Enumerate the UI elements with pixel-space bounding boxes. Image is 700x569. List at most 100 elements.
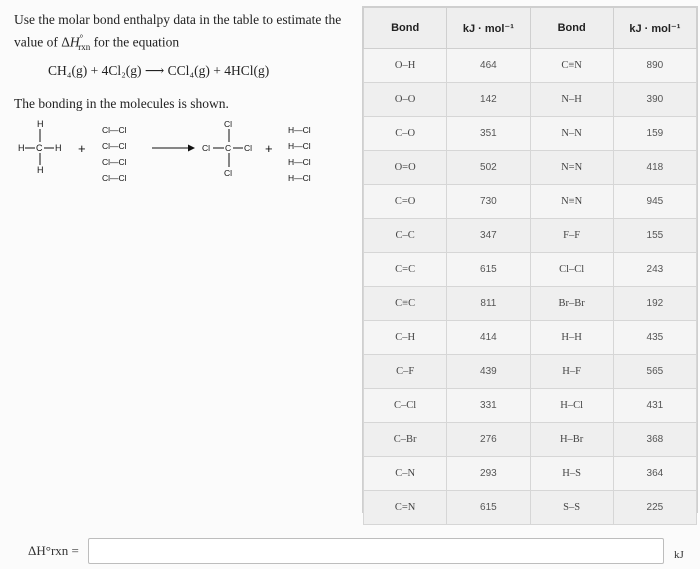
enthalpy-cell: 431 (612, 388, 698, 423)
hcl-molecule: H—Cl (288, 141, 311, 151)
atom-c: C (36, 143, 43, 153)
enthalpy-cell: 890 (612, 48, 698, 83)
bond-cell: F–F (529, 218, 614, 253)
bond-cell: Cl–Cl (529, 252, 614, 287)
bond-cell: C–H (362, 320, 448, 355)
table-row: C–F 439 H–F 565 (362, 354, 698, 389)
cl2-molecule: Cl—Cl (102, 125, 127, 135)
hcl-molecule: H—Cl (288, 157, 311, 167)
enthalpy-cell: 615 (446, 252, 531, 287)
bond-cell: N≡N (529, 184, 614, 219)
cl2-molecule: Cl—Cl (102, 173, 127, 183)
enthalpy-cell: 243 (612, 252, 698, 287)
bond-cell: N–H (529, 82, 614, 117)
enthalpy-cell: 464 (446, 48, 531, 83)
plus-sign-1: + (78, 141, 86, 156)
enthalpy-cell: 368 (612, 422, 698, 457)
enthalpy-cell: 155 (612, 218, 698, 253)
chlorine-molecules: Cl—Cl Cl—Cl Cl—Cl Cl—Cl (102, 125, 127, 183)
enthalpy-cell: 225 (612, 490, 698, 525)
bond-cell: H–H (529, 320, 614, 355)
enthalpy-cell: 502 (446, 150, 531, 185)
question-prompt: Use the molar bond enthalpy data in the … (14, 10, 344, 57)
bond-cell: S–S (529, 490, 614, 525)
atom-h-left: H (18, 143, 25, 153)
bond-cell: H–Cl (529, 388, 614, 423)
atom-cl-right: Cl (244, 143, 252, 153)
column-header-enthalpy: kJ · mol⁻¹ (446, 7, 531, 49)
bond-cell: N=N (529, 150, 614, 185)
enthalpy-cell: 159 (612, 116, 698, 151)
bond-table: Bond kJ · mol⁻¹ Bond kJ · mol⁻¹ O–H 464 C≡… (362, 7, 698, 525)
table-row: C–C 347 F–F 155 (362, 218, 698, 253)
bond-cell: O–O (362, 82, 448, 117)
enthalpy-cell: 811 (446, 286, 531, 321)
bond-cell: O=O (362, 150, 448, 185)
bond-cell: C–O (362, 116, 448, 151)
bond-cell: N–N (529, 116, 614, 151)
enthalpy-cell: 730 (446, 184, 531, 219)
table-row: C–O 351 N–N 159 (362, 116, 698, 151)
plus-sign-2: + (265, 141, 273, 156)
table-row: C=N 615 S–S 225 (362, 490, 698, 525)
table-row: C=C 615 Cl–Cl 243 (362, 252, 698, 287)
hcl-molecule: H—Cl (288, 173, 311, 183)
bond-cell: H–S (529, 456, 614, 491)
enthalpy-cell: 390 (612, 82, 698, 117)
reaction-arrow (152, 144, 195, 152)
enthalpy-cell: 439 (446, 354, 531, 389)
bond-cell: C=N (362, 490, 448, 525)
enthalpy-symbol: H (69, 34, 80, 50)
enthalpy-subscript: rxn (78, 42, 91, 53)
table-row: C–Br 276 H–Br 368 (362, 422, 698, 457)
bond-cell: C=C (362, 252, 448, 287)
enthalpy-cell: 565 (612, 354, 698, 389)
atom-cl-left: Cl (202, 143, 210, 153)
bonding-text: The bonding in the molecules is shown. (14, 96, 229, 111)
column-header-bond: Bond (529, 7, 614, 49)
answer-unit: kJ (674, 549, 684, 561)
table-row: C≡C 811 Br–Br 192 (362, 286, 698, 321)
table-header-row: Bond kJ · mol⁻¹ Bond kJ · mol⁻¹ (362, 7, 698, 49)
enthalpy-cell: 331 (446, 388, 531, 423)
atom-cl-top: Cl (224, 119, 232, 129)
table-body: O–H 464 C≡N 890 O–O 142 N–H 390 C–O 351 N–N 159 O=O 5… (362, 48, 698, 525)
enthalpy-degree: ° (79, 33, 84, 43)
methane-structure: H H C H H (18, 119, 62, 175)
bond-cell: C–F (362, 354, 448, 389)
bond-cell: C–Br (362, 422, 448, 457)
answer-label: ΔH°rxn = (28, 543, 79, 558)
bond-cell: H–Br (529, 422, 614, 457)
answer-input[interactable] (88, 538, 664, 564)
enthalpy-cell: 192 (612, 286, 698, 321)
table-row: C=O 730 N≡N 945 (362, 184, 698, 219)
hcl-molecules: H—Cl H—Cl H—Cl H—Cl (288, 125, 311, 183)
bond-cell: C=O (362, 184, 448, 219)
table-row: O–O 142 N–H 390 (362, 82, 698, 117)
column-header-enthalpy: kJ · mol⁻¹ (612, 7, 698, 49)
bond-enthalpy-table: Bond kJ · mol⁻¹ Bond kJ · mol⁻¹ O–H 464 C≡… (362, 6, 698, 525)
table-row: C–N 293 H–S 364 (362, 456, 698, 491)
table-row: O=O 502 N=N 418 (362, 150, 698, 185)
enthalpy-cell: 414 (446, 320, 531, 355)
atom-h-top: H (37, 119, 44, 129)
bond-cell: C–N (362, 456, 448, 491)
enthalpy-cell: 351 (446, 116, 531, 151)
bond-cell: C–C (362, 218, 448, 253)
table-row: O–H 464 C≡N 890 (362, 48, 698, 83)
bond-cell: H–F (529, 354, 614, 389)
bond-cell: O–H (362, 48, 448, 83)
atom-cl-bottom: Cl (224, 168, 232, 178)
cl2-molecule: Cl—Cl (102, 141, 127, 151)
prompt-line-2-pre: value of Δ (14, 34, 70, 50)
atom-h-bottom: H (37, 165, 44, 175)
bond-cell: Br–Br (529, 286, 614, 321)
atom-c: C (225, 143, 231, 153)
table-row: C–H 414 H–H 435 (362, 320, 698, 355)
enthalpy-cell: 418 (612, 150, 698, 185)
enthalpy-cell: 615 (446, 490, 531, 525)
bond-cell: C≡C (362, 286, 448, 321)
bond-cell: C–Cl (362, 388, 448, 423)
carbon-tetrachloride-structure: Cl Cl C Cl Cl (202, 119, 252, 178)
